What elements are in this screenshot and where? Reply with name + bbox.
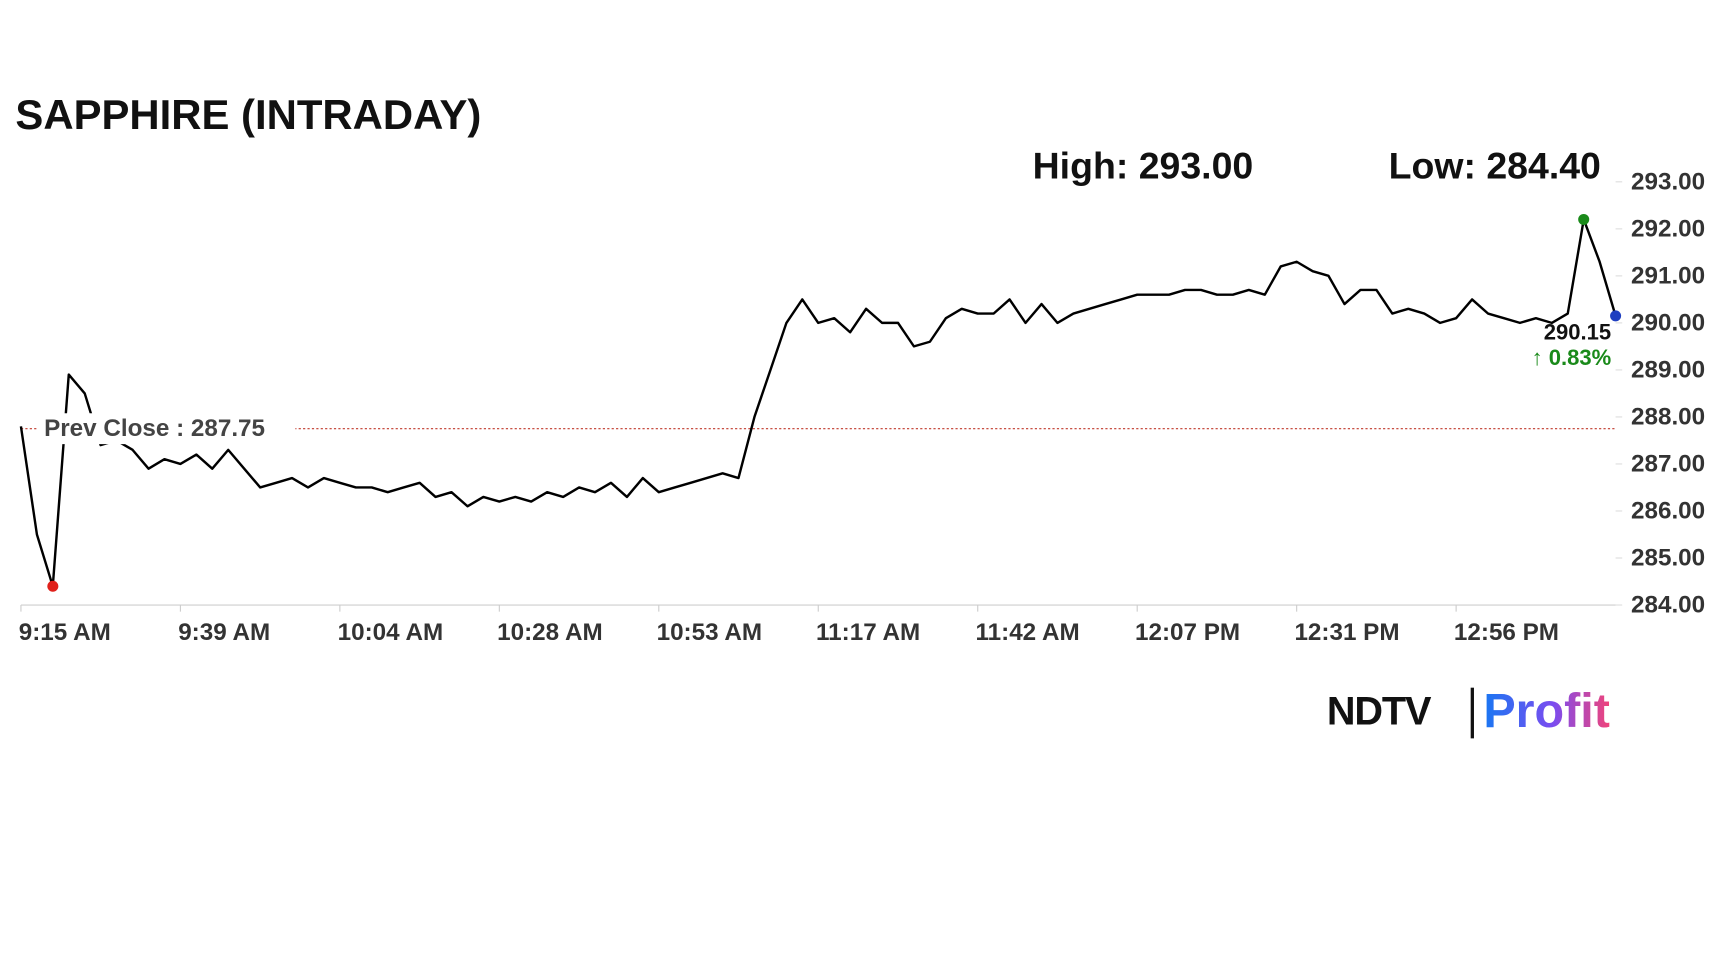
logo: NDTV Profit <box>1327 684 1610 739</box>
change-label: ↑ 0.83% <box>1532 345 1612 370</box>
price-line <box>19 218 1617 588</box>
y-tick-label: 288.00 <box>1631 403 1705 430</box>
chart-title: SAPPHIRE (INTRADAY) <box>15 91 481 138</box>
high-marker <box>1578 213 1590 225</box>
x-tick-label: 9:15 AM <box>19 619 111 646</box>
x-tick-label: 10:04 AM <box>338 619 444 646</box>
plot-area: 284.00 285.00 286.00 287.00 288.00 289.00 290.… <box>19 168 1705 646</box>
x-tick-label: 10:53 AM <box>657 619 763 646</box>
y-tick-label: 290.00 <box>1631 309 1705 336</box>
last-price-label: 290.15 <box>1544 320 1611 345</box>
y-tick-label: 292.00 <box>1631 215 1705 242</box>
y-tick-label: 286.00 <box>1631 497 1705 524</box>
low-marker <box>47 580 59 592</box>
logo-product: Profit <box>1483 684 1610 738</box>
x-tick-label: 12:07 PM <box>1135 619 1240 646</box>
prev-close-label: Prev Close : 287.75 <box>44 415 265 442</box>
x-tick-label: 11:17 AM <box>816 619 920 646</box>
y-tick-label: 287.00 <box>1631 450 1705 477</box>
x-tick-label: 9:39 AM <box>178 619 270 646</box>
x-tick-label: 12:56 PM <box>1454 619 1559 646</box>
prev-close-label-bg <box>37 413 296 445</box>
x-tick-label: 12:31 PM <box>1294 619 1399 646</box>
x-tick-label: 10:28 AM <box>497 619 603 646</box>
y-tick-label: 284.00 <box>1631 592 1705 619</box>
high-label: High: 293.00 <box>1033 145 1254 187</box>
y-tick-label: 289.00 <box>1631 356 1705 383</box>
y-tick-label: 291.00 <box>1631 262 1705 289</box>
logo-brand: NDTV <box>1327 690 1432 734</box>
y-tick-label: 285.00 <box>1631 545 1705 572</box>
last-marker <box>1610 310 1622 322</box>
y-tick-label: 293.00 <box>1631 168 1705 195</box>
x-tick-label: 11:42 AM <box>976 619 1080 646</box>
low-label: Low: 284.40 <box>1389 145 1601 187</box>
